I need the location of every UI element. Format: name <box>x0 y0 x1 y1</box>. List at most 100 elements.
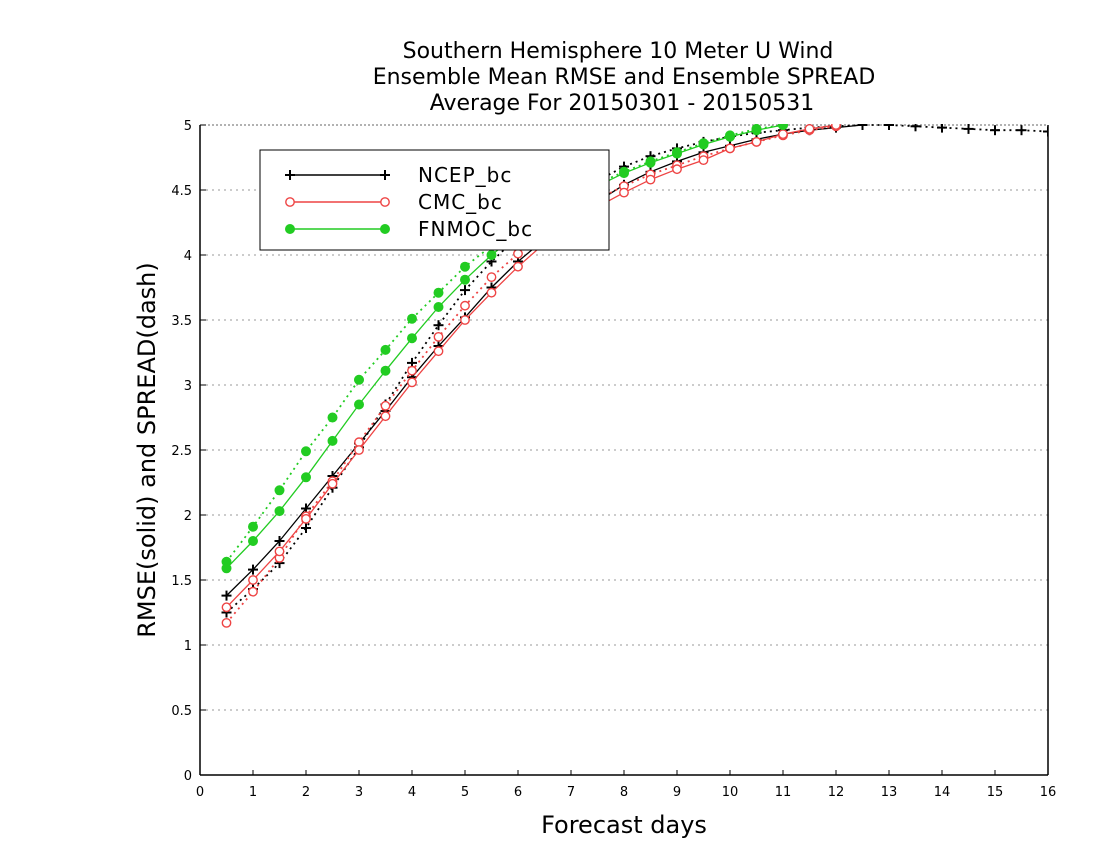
legend-label-NCEP_bc: NCEP_bc <box>418 163 512 187</box>
y-tick-label: 4 <box>184 249 192 264</box>
y-tick-label: 3.5 <box>171 314 192 329</box>
point-FNMOC_bc-rmse <box>486 250 497 260</box>
x-tick-label: 7 <box>567 785 575 800</box>
point-CMC_bc-rmse <box>831 124 841 130</box>
point-CMC_bc-rmse <box>619 187 629 198</box>
y-axis-label: RMSE(solid) and SPREAD(dash) <box>133 262 161 638</box>
y-tick-label: 4.5 <box>171 184 192 199</box>
point-CMC_bc-spread <box>407 365 417 376</box>
series-line-NCEP_bc-spread <box>225 124 1048 614</box>
x-tick-label: 13 <box>881 785 898 800</box>
point-FNMOC_bc-rmse <box>778 124 788 130</box>
point-FNMOC_bc-rmse <box>248 536 258 546</box>
x-tick-label: 10 <box>722 785 739 800</box>
point-FNMOC_bc-rmse <box>221 563 232 574</box>
x-tick-label: 4 <box>408 785 416 800</box>
point-FNMOC_bc-rmse <box>698 139 709 150</box>
point-FNMOC_bc-spread <box>354 374 364 385</box>
point-FNMOC_bc-rmse <box>380 365 391 376</box>
point-CMC_bc-rmse <box>327 478 338 489</box>
point-CMC_bc-rmse <box>301 514 311 524</box>
point-NCEP_bc-spread <box>884 124 894 130</box>
y-tick-label: 1.5 <box>171 574 192 589</box>
x-axis-ticks: 0 1 2 3 4 5 6 7 8 9 10 11 12 13 14 15 16 <box>196 770 1056 800</box>
point-FNMOC_bc-spread <box>248 521 258 532</box>
point-FNMOC_bc-rmse <box>460 274 470 285</box>
x-tick-label: 11 <box>775 785 792 800</box>
legend-label-FNMOC_bc: FNMOC_bc <box>418 217 533 241</box>
point-FNMOC_bc-spread <box>301 446 311 457</box>
point-NCEP_bc-spread <box>433 320 444 331</box>
point-FNMOC_bc-rmse <box>433 302 444 312</box>
y-tick-label: 0 <box>184 769 192 784</box>
point-NCEP_bc-rmse <box>857 124 868 130</box>
legend-marker-right-NCEP_bc <box>380 170 390 180</box>
point-NCEP_bc-spread <box>990 125 1000 136</box>
point-FNMOC_bc-rmse <box>672 148 682 159</box>
x-tick-label: 2 <box>302 785 310 800</box>
point-CMC_bc-rmse <box>725 143 735 154</box>
y-tick-label: 0.5 <box>171 704 192 719</box>
point-CMC_bc-rmse <box>407 377 417 388</box>
point-CMC_bc-rmse <box>460 315 470 325</box>
legend-marker-right-CMC_bc <box>380 197 390 207</box>
point-NCEP_bc-spread <box>1043 126 1048 137</box>
point-CMC_bc-spread <box>221 618 232 628</box>
point-CMC_bc-spread <box>513 248 523 259</box>
point-CMC_bc-rmse <box>486 287 497 298</box>
point-FNMOC_bc-spread <box>460 261 470 272</box>
x-tick-label: 5 <box>461 785 469 800</box>
x-tick-label: 1 <box>249 785 257 800</box>
y-tick-label: 5 <box>184 119 192 134</box>
point-NCEP_bc-spread <box>937 124 947 133</box>
point-FNMOC_bc-rmse <box>354 399 364 410</box>
chart-title: Southern Hemisphere 10 Meter U Wind Ense… <box>373 39 876 116</box>
point-CMC_bc-rmse <box>380 411 391 422</box>
point-CMC_bc-rmse <box>778 129 788 140</box>
point-NCEP_bc-spread <box>301 523 311 533</box>
point-NCEP_bc-rmse <box>221 590 232 601</box>
legend-marker-left-FNMOC_bc <box>285 224 295 234</box>
point-FNMOC_bc-spread <box>274 485 285 496</box>
legend-box <box>259 149 610 251</box>
point-NCEP_bc-rmse <box>248 564 258 575</box>
point-NCEP_bc-rmse <box>274 536 285 546</box>
point-CMC_bc-spread <box>433 331 444 342</box>
point-FNMOC_bc-rmse <box>619 168 629 179</box>
point-CMC_bc-spread <box>486 272 497 282</box>
point-CMC_bc-rmse <box>645 174 656 185</box>
point-CMC_bc-rmse <box>672 164 682 175</box>
point-FNMOC_bc-rmse <box>327 435 338 446</box>
y-tick-label: 3 <box>184 379 192 394</box>
point-CMC_bc-rmse <box>433 346 444 357</box>
legend-marker-left-CMC_bc <box>285 197 295 207</box>
point-FNMOC_bc-rmse <box>301 472 311 483</box>
x-tick-label: 8 <box>620 785 628 800</box>
legend-label-CMC_bc: CMC_bc <box>418 190 503 214</box>
legend-marker-right-FNMOC_bc <box>380 224 390 234</box>
point-CMC_bc-spread <box>248 586 258 597</box>
point-CMC_bc-rmse <box>274 546 285 557</box>
point-NCEP_bc-spread <box>460 285 470 296</box>
point-FNMOC_bc-rmse <box>407 333 417 344</box>
legend-marker-left-NCEP_bc <box>285 170 295 180</box>
series-line-FNMOC_bc-spread <box>225 124 784 563</box>
x-tick-label: 16 <box>1040 785 1057 800</box>
point-CMC_bc-rmse <box>248 575 258 585</box>
point-FNMOC_bc-rmse <box>645 157 656 168</box>
x-tick-label: 14 <box>934 785 951 800</box>
point-CMC_bc-rmse <box>804 124 815 134</box>
y-axis-ticks: 0 0.5 1 1.5 2 2.5 3 3.5 4 4.5 5 <box>171 119 206 784</box>
x-tick-label: 12 <box>828 785 845 800</box>
point-CMC_bc-rmse <box>221 602 232 613</box>
x-axis-label: Forecast days <box>541 811 707 839</box>
point-CMC_bc-rmse <box>513 261 523 272</box>
y-tick-label: 1 <box>184 639 192 654</box>
point-NCEP_bc-spread <box>910 124 921 132</box>
legend: NCEP_bc CMC_bc FNMOC_bc <box>259 149 610 251</box>
point-FNMOC_bc-spread <box>327 412 338 423</box>
point-FNMOC_bc-spread <box>380 344 391 355</box>
title-line-3: Average For 20150301 - 20150531 <box>430 91 815 116</box>
point-FNMOC_bc-spread <box>433 287 444 298</box>
